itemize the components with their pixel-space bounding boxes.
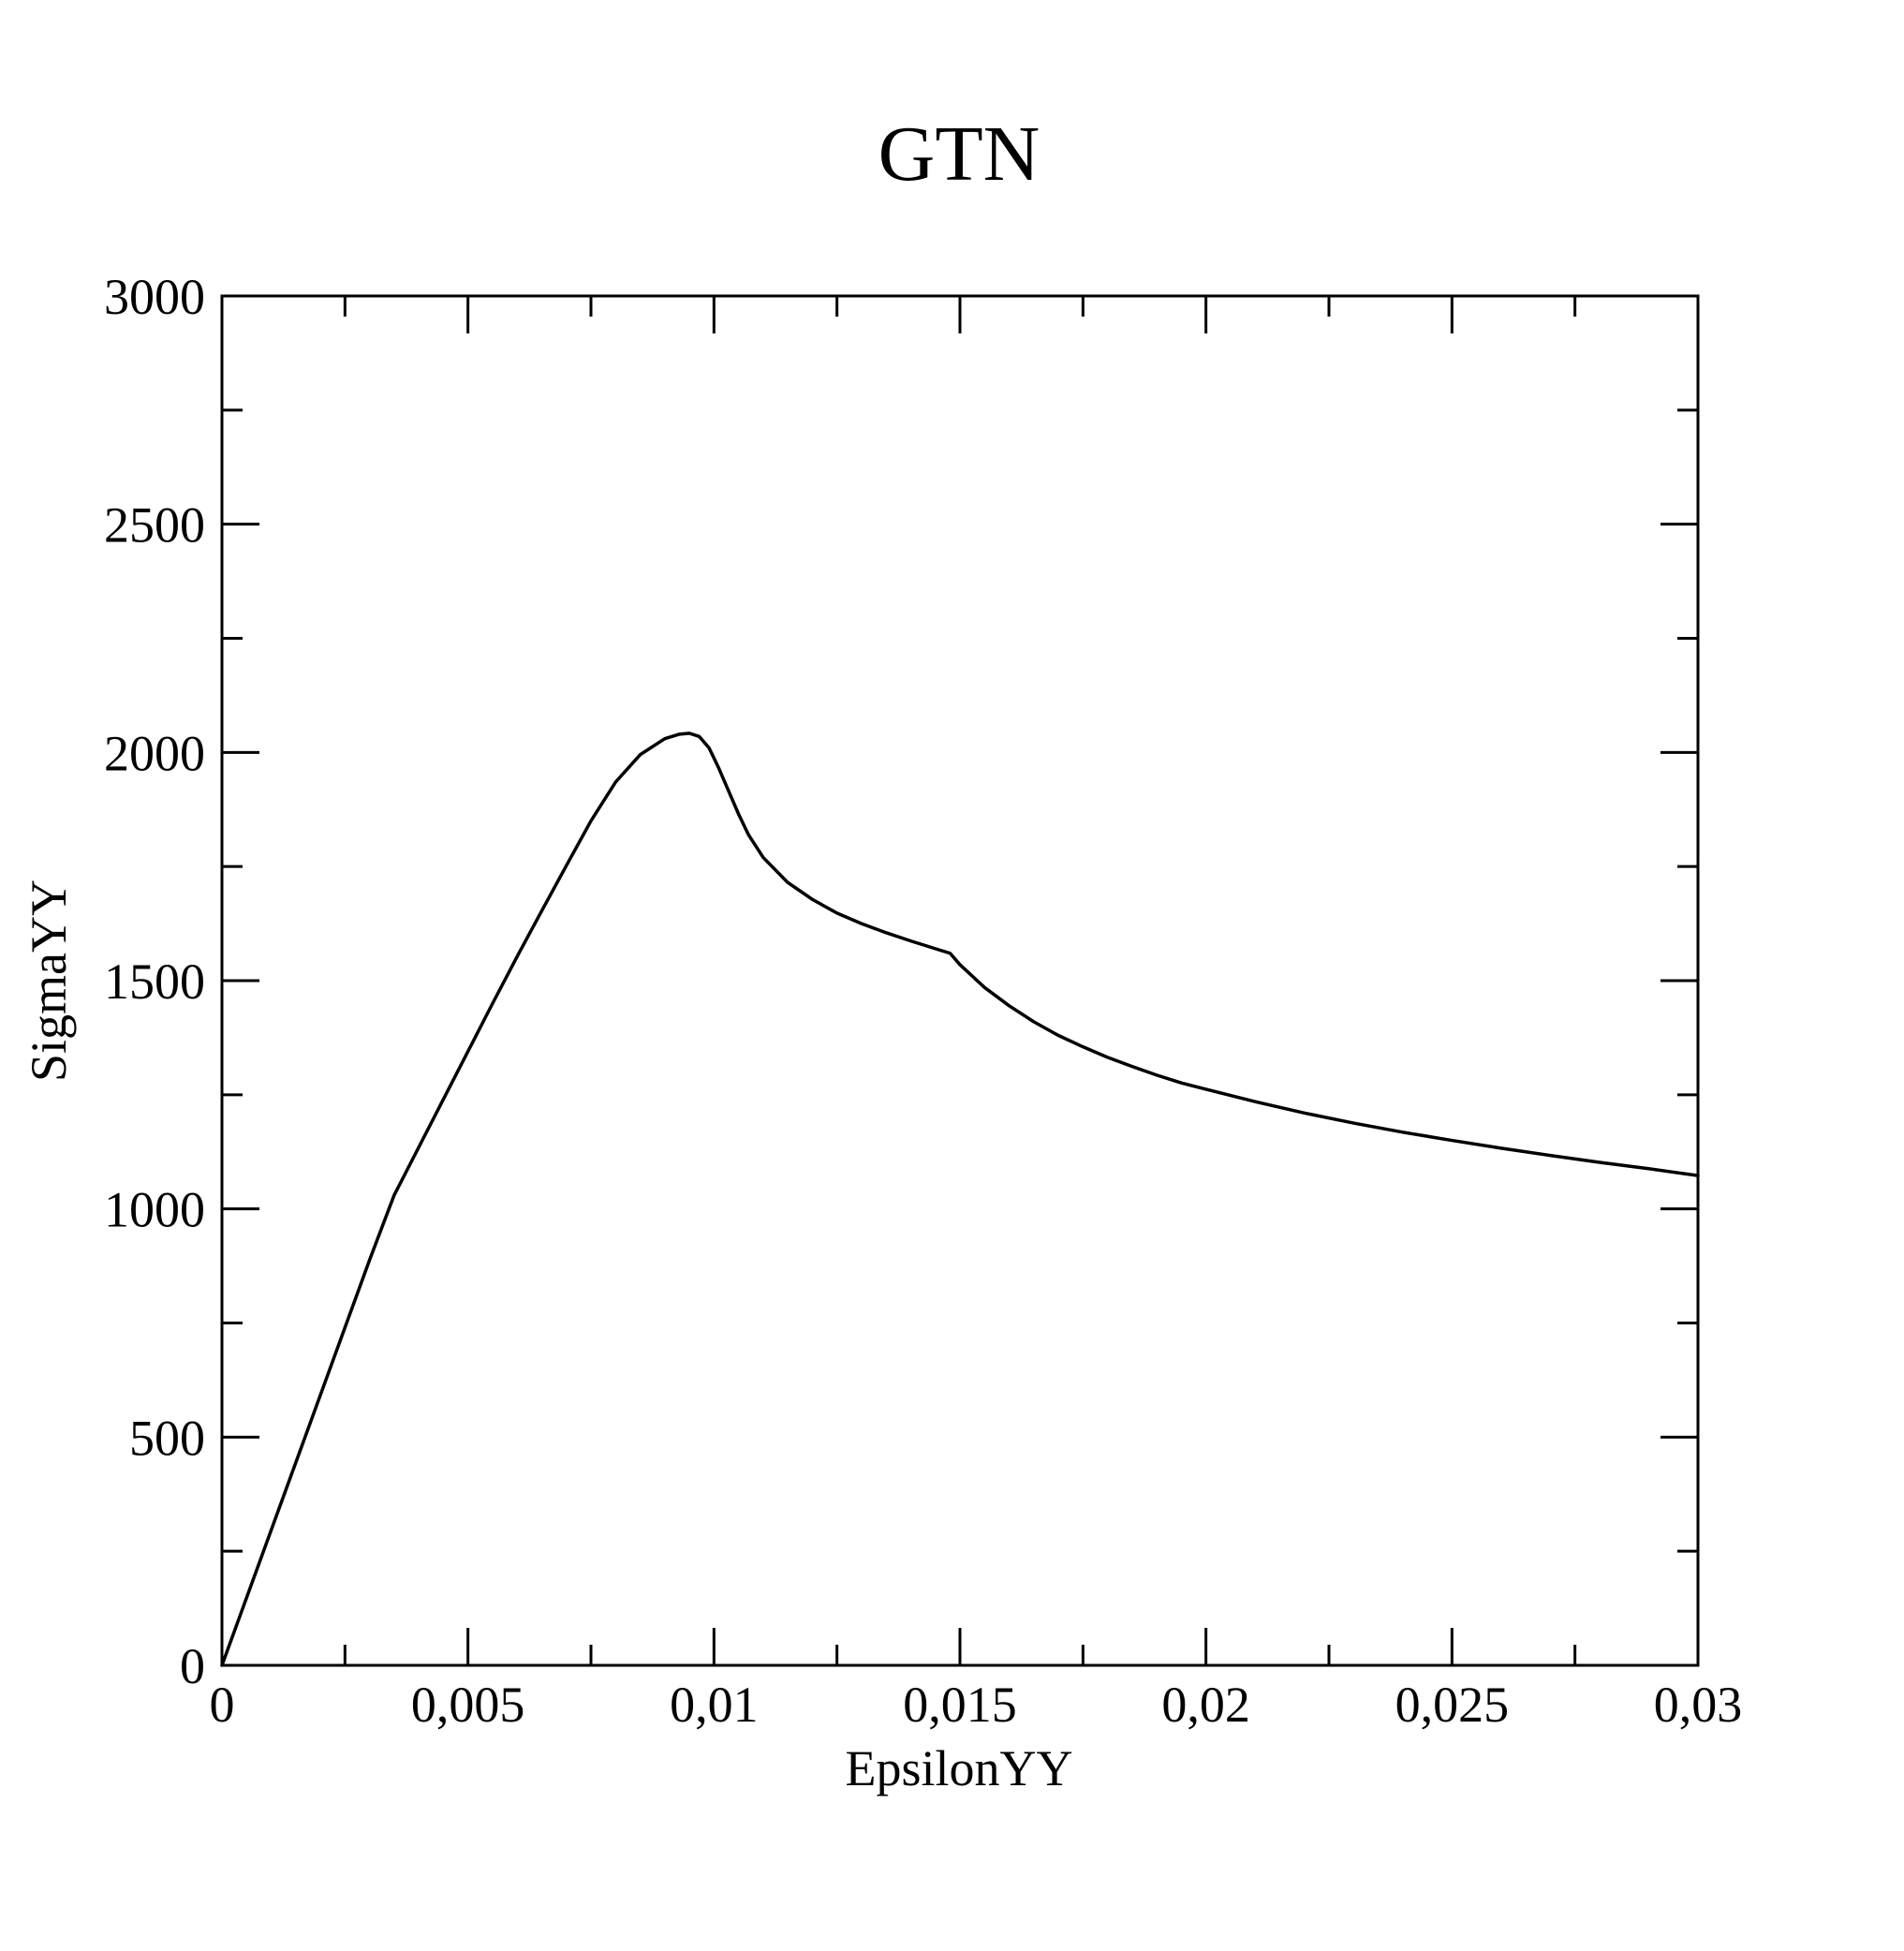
x-tick-label: 0,015 <box>903 1677 1017 1733</box>
x-tick-label: 0,025 <box>1395 1677 1510 1733</box>
y-tick-label: 3000 <box>104 269 205 325</box>
y-tick-label: 500 <box>129 1410 205 1466</box>
x-tick-label: 0,02 <box>1161 1677 1250 1733</box>
plot-frame <box>220 294 1700 1667</box>
y-tick-label: 0 <box>180 1638 205 1694</box>
x-tick-label: 0 <box>210 1677 235 1733</box>
axis-ticks <box>220 294 1700 1667</box>
chart-title: GTN <box>878 111 1041 198</box>
x-tick-label: 0,03 <box>1654 1677 1743 1733</box>
y-tick-label: 2000 <box>104 725 205 781</box>
y-tick-label: 2500 <box>104 497 205 554</box>
axis-tick-labels: 0 0,005 0,01 0,015 0,02 0,025 0,03 0 500 1000 1500… <box>104 269 1742 1733</box>
y-tick-label: 1000 <box>104 1182 205 1238</box>
x-axis-label: EpsilonYY <box>846 1740 1073 1796</box>
y-tick-label: 1500 <box>104 953 205 1010</box>
x-tick-label: 0,01 <box>670 1677 759 1733</box>
x-tick-label: 0,005 <box>411 1677 525 1733</box>
series-line <box>220 732 1700 1667</box>
y-axis-label: SigmaYY <box>21 879 77 1082</box>
